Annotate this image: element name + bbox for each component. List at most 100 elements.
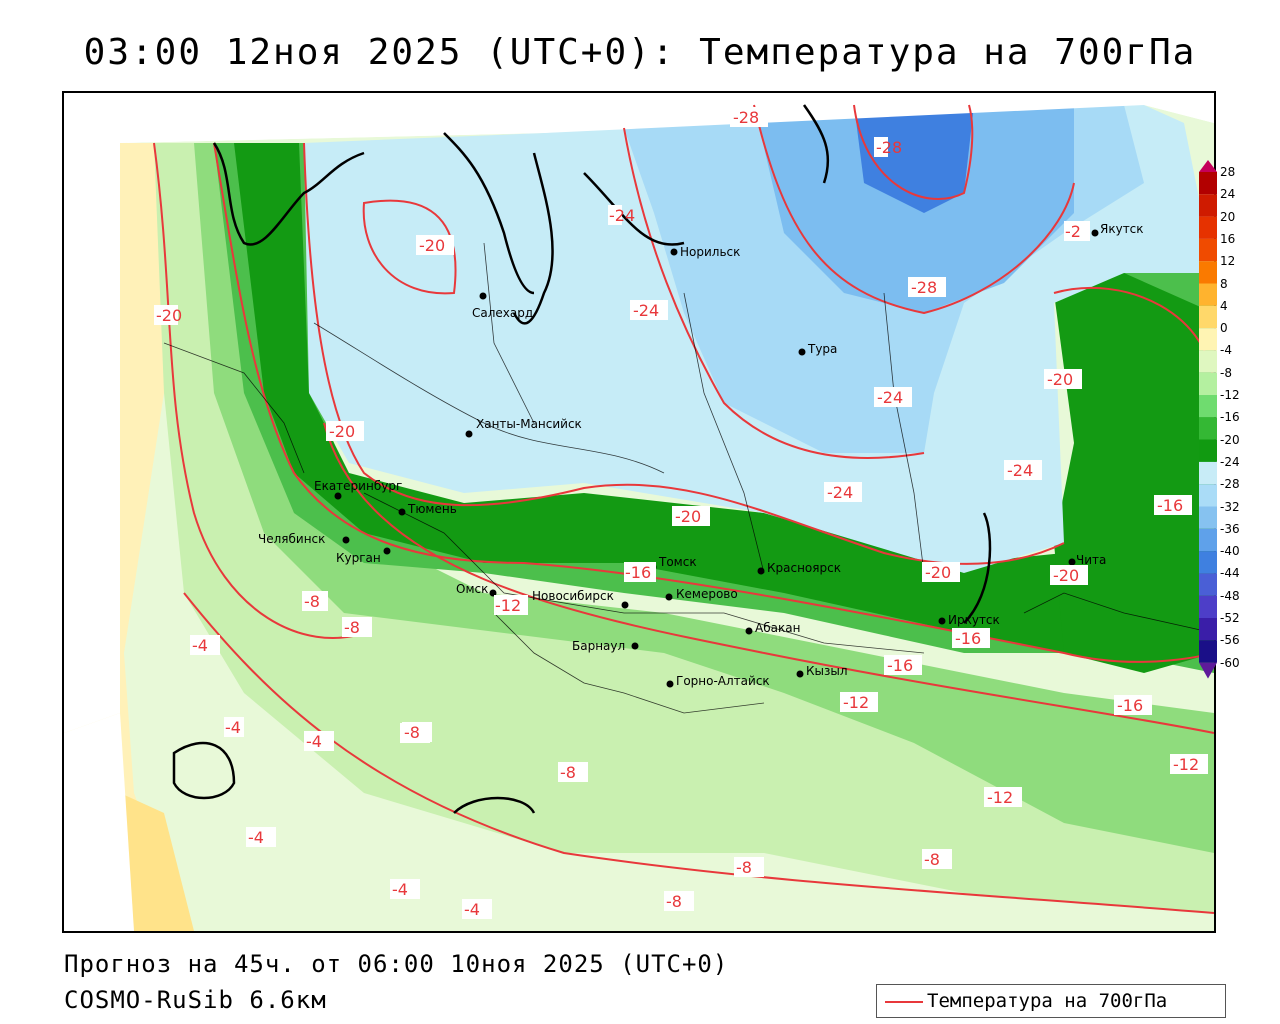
city-dot [1068,558,1076,566]
svg-text:-24: -24 [827,483,853,502]
svg-text:-20: -20 [156,306,182,325]
colorbar-cell [1199,618,1217,641]
svg-text:-28: -28 [733,108,759,127]
city-label-salekhard: Салехард [472,306,533,320]
coastline [512,152,554,325]
isoline-label: -24 [630,300,668,320]
isoline-label: -8 [342,617,372,637]
zone-minus8-12 [194,143,1214,853]
colorbar-cell [1199,640,1217,663]
region-border [163,342,305,474]
isoline [213,142,1214,663]
city-dot [666,680,674,688]
colorbar-cell [1199,573,1217,596]
svg-text:-8: -8 [666,892,682,911]
colorbar-cell [1199,528,1217,552]
city-label-gorno-altaysk: Горно-Алтайск [676,674,770,688]
colorbar-cell [1199,261,1217,284]
colorbar-top-arrow [1199,160,1217,172]
city-markers [334,229,1099,688]
city-label-krasnoyarsk: Красноярск [767,561,841,575]
svg-text:-20: -20 [1047,370,1073,389]
isoline-label: -20 [1050,565,1088,585]
colorbar-tick-label: 28 [1220,165,1236,179]
colorbar-cell [1199,395,1217,418]
svg-text:-20: -20 [675,507,701,526]
city-dot [796,670,804,678]
svg-text:-4: -4 [392,880,408,899]
colorbar-cell [1199,172,1217,195]
colorbar-bottom-arrow [1199,662,1217,679]
isoline-label: -20 [416,235,454,255]
colorbar-tick-label: -16 [1220,410,1240,425]
colorbar-cell [1199,439,1217,462]
colorbar-tick-label: -56 [1220,633,1240,648]
isoline [183,592,1214,914]
svg-text:-28: -28 [876,138,902,157]
isoline [623,127,925,459]
colorbar-tick-label: 20 [1220,209,1236,224]
isoline [323,422,1214,734]
svg-text:-24: -24 [609,206,635,225]
colorbar-tick-label: -28 [1220,477,1240,492]
colorbar-cell [1199,551,1217,574]
colorbar-tick-label: -24 [1220,454,1240,469]
isoline-label: -28 [730,107,768,127]
isoline-label: -4 [224,717,244,737]
city-dot [398,508,406,516]
colorbar-cell [1199,484,1217,507]
isoline-label: -24 [1004,460,1042,480]
colorbar-cell [1199,372,1217,395]
city-label-irkutsk: Иркутск [948,613,1000,627]
model-info: COSMO-RuSib 6.6км [64,986,327,1014]
colorbar-cell [1199,238,1217,262]
isoline-label: -16 [1154,495,1192,515]
isoline-label: -12 [840,692,878,712]
isoline-label: -12 [494,595,528,615]
isoline-labels: -28 -28 -28 -24 -24 -24 -24 -24 -20 -20 … [154,107,1208,919]
city-dot [621,601,629,609]
svg-text:-24: -24 [1007,461,1033,480]
svg-text:-8: -8 [404,723,420,742]
outside-domain-sw [64,713,134,931]
svg-text:-4: -4 [306,732,322,751]
svg-text:-24: -24 [633,301,659,320]
svg-text:-20: -20 [1053,566,1079,585]
city-label-barnaul: Барнаул [572,639,625,653]
region-border [483,242,535,424]
isoline-label: -8 [922,849,952,869]
colorbar-cell [1199,417,1217,440]
outside-domain-west [64,143,120,733]
coastlines [172,104,992,814]
colorbar-tick-label: -44 [1220,566,1240,581]
region-border [363,492,925,654]
colorbar-tick-label: -32 [1220,499,1240,514]
outside-domain-nw [64,93,1214,143]
colorbar-tick-label: 0 [1220,321,1228,336]
region-border [683,292,765,574]
legend-line-swatch [885,1001,923,1003]
colorbar-tick-label: 16 [1220,231,1236,246]
svg-text:-16: -16 [625,563,651,582]
map-panel[interactable]: Норильск Якутск Салехард Тура Ханты-Манс… [62,91,1216,933]
city-label-khanty: Ханты-Мансийск [476,417,582,431]
svg-text:-4: -4 [464,900,480,919]
svg-text:-12: -12 [495,596,521,615]
isoline-label: -4 [246,827,276,847]
zone-green-east [1054,273,1214,673]
city-label-kurgan: Курган [336,551,381,565]
zone-minus16-20 [234,143,1064,653]
isoline-label: -4 [190,635,220,655]
isoline [153,142,365,639]
city-dot [745,627,753,635]
city-dot [479,292,487,300]
svg-text:-2: -2 [1065,222,1081,241]
svg-text:-8: -8 [304,592,320,611]
coastline [212,142,365,246]
region-border [313,322,665,474]
svg-text:-24: -24 [877,388,903,407]
colorbar-tick-label: -12 [1220,388,1240,402]
isoline-label: -8 [302,591,328,611]
city-dot [1091,229,1099,237]
colorbar-cell [1199,216,1217,239]
